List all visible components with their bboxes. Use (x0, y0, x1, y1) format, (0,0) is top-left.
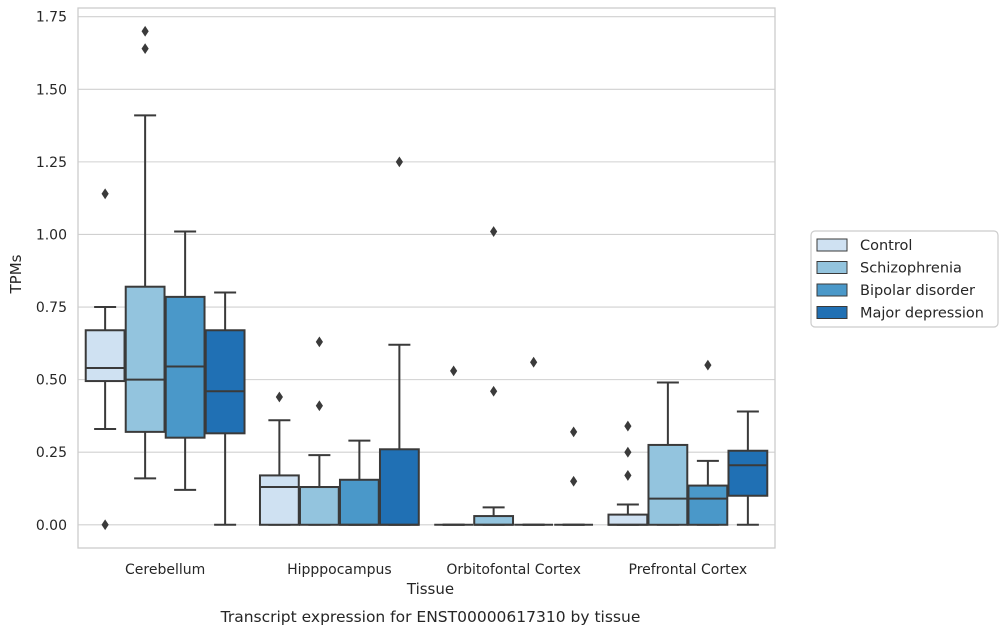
box-schizophrenia (473, 226, 515, 526)
box-bipolar-disorder (164, 230, 206, 491)
x-tick-label: Cerebellum (125, 562, 205, 578)
outlier-point (450, 365, 458, 377)
box-schizophrenia (124, 25, 166, 480)
box-control (434, 365, 474, 526)
box-iqr (298, 486, 340, 526)
y-tick-label: 1.00 (36, 227, 67, 243)
legend: Control Schizophrenia Bipolar disorder Majo… (810, 230, 999, 328)
box-bipolar-disorder (514, 356, 554, 526)
y-tick-label: 1.75 (36, 10, 67, 26)
legend-label: Bipolar disorder (860, 283, 975, 299)
box-bipolar-disorder (338, 439, 380, 526)
box-iqr (727, 449, 769, 497)
outlier-point (624, 470, 632, 481)
box-iqr (687, 484, 729, 526)
y-tick-label: 0.50 (36, 373, 67, 389)
outlier-point (315, 336, 323, 348)
chart-caption: Transcript expression for ENST0000061731… (220, 608, 641, 626)
x-axis-label: Tissue (406, 580, 454, 598)
box-major-depression (378, 156, 420, 526)
box-iqr (84, 329, 126, 383)
box-bipolar-disorder (687, 359, 729, 526)
legend-swatch (816, 238, 848, 252)
box-iqr (124, 285, 166, 433)
legend-swatch (816, 306, 848, 319)
outlier-point (704, 359, 712, 371)
legend-label: Major depression (860, 306, 984, 322)
x-tick-label: Orbitofontal Cortex (446, 562, 581, 578)
y-tick-label: 1.25 (36, 155, 67, 171)
box-control (258, 391, 300, 526)
box-iqr (473, 515, 515, 526)
box-schizophrenia (647, 381, 689, 526)
outlier-point (570, 426, 578, 438)
outlier-point (530, 356, 538, 368)
box-schizophrenia (298, 336, 340, 526)
y-tick-labels: 0.00 0.25 0.50 0.75 1.00 1.25 1.50 1.75 (36, 10, 67, 534)
box-layer (84, 25, 769, 531)
outlier-point (624, 446, 632, 458)
y-tick-label: 0.75 (36, 300, 67, 316)
box-control (607, 420, 649, 526)
legend-label: Control (860, 238, 912, 254)
outlier-point (101, 519, 109, 531)
box-major-depression (204, 291, 246, 526)
x-tick-label: Hipppocampus (287, 562, 392, 578)
box-iqr (378, 448, 420, 526)
box-iqr (204, 329, 246, 435)
outlier-point (141, 25, 149, 37)
outlier-point (490, 226, 498, 237)
x-tick-labels: Cerebellum Hipppocampus Orbitofontal Corte… (125, 562, 747, 578)
box-major-depression (554, 426, 594, 526)
y-tick-label: 1.50 (36, 82, 67, 98)
box-major-depression (727, 410, 769, 526)
y-tick-label: 0.00 (36, 518, 67, 534)
outlier-point (395, 156, 403, 168)
box-iqr (258, 474, 300, 526)
plot-frame (77, 7, 776, 549)
outlier-point (275, 391, 283, 403)
y-axis-label: TPMs (7, 254, 25, 294)
legend-frame (810, 230, 999, 328)
outlier-point (624, 420, 632, 432)
box-iqr (647, 443, 689, 526)
legend-swatch (816, 261, 848, 274)
legend-swatch (816, 283, 848, 297)
y-tick-label: 0.25 (36, 445, 67, 461)
outlier-point (315, 400, 323, 412)
outlier-point (101, 188, 109, 200)
legend-label: Schizophrenia (860, 261, 962, 277)
box-iqr (338, 478, 380, 526)
outlier-point (570, 475, 578, 487)
box-control (84, 188, 126, 531)
outlier-point (490, 385, 498, 397)
x-tick-label: Prefrontal Cortex (629, 562, 748, 578)
box-iqr (607, 513, 649, 526)
outlier-point (141, 43, 149, 55)
